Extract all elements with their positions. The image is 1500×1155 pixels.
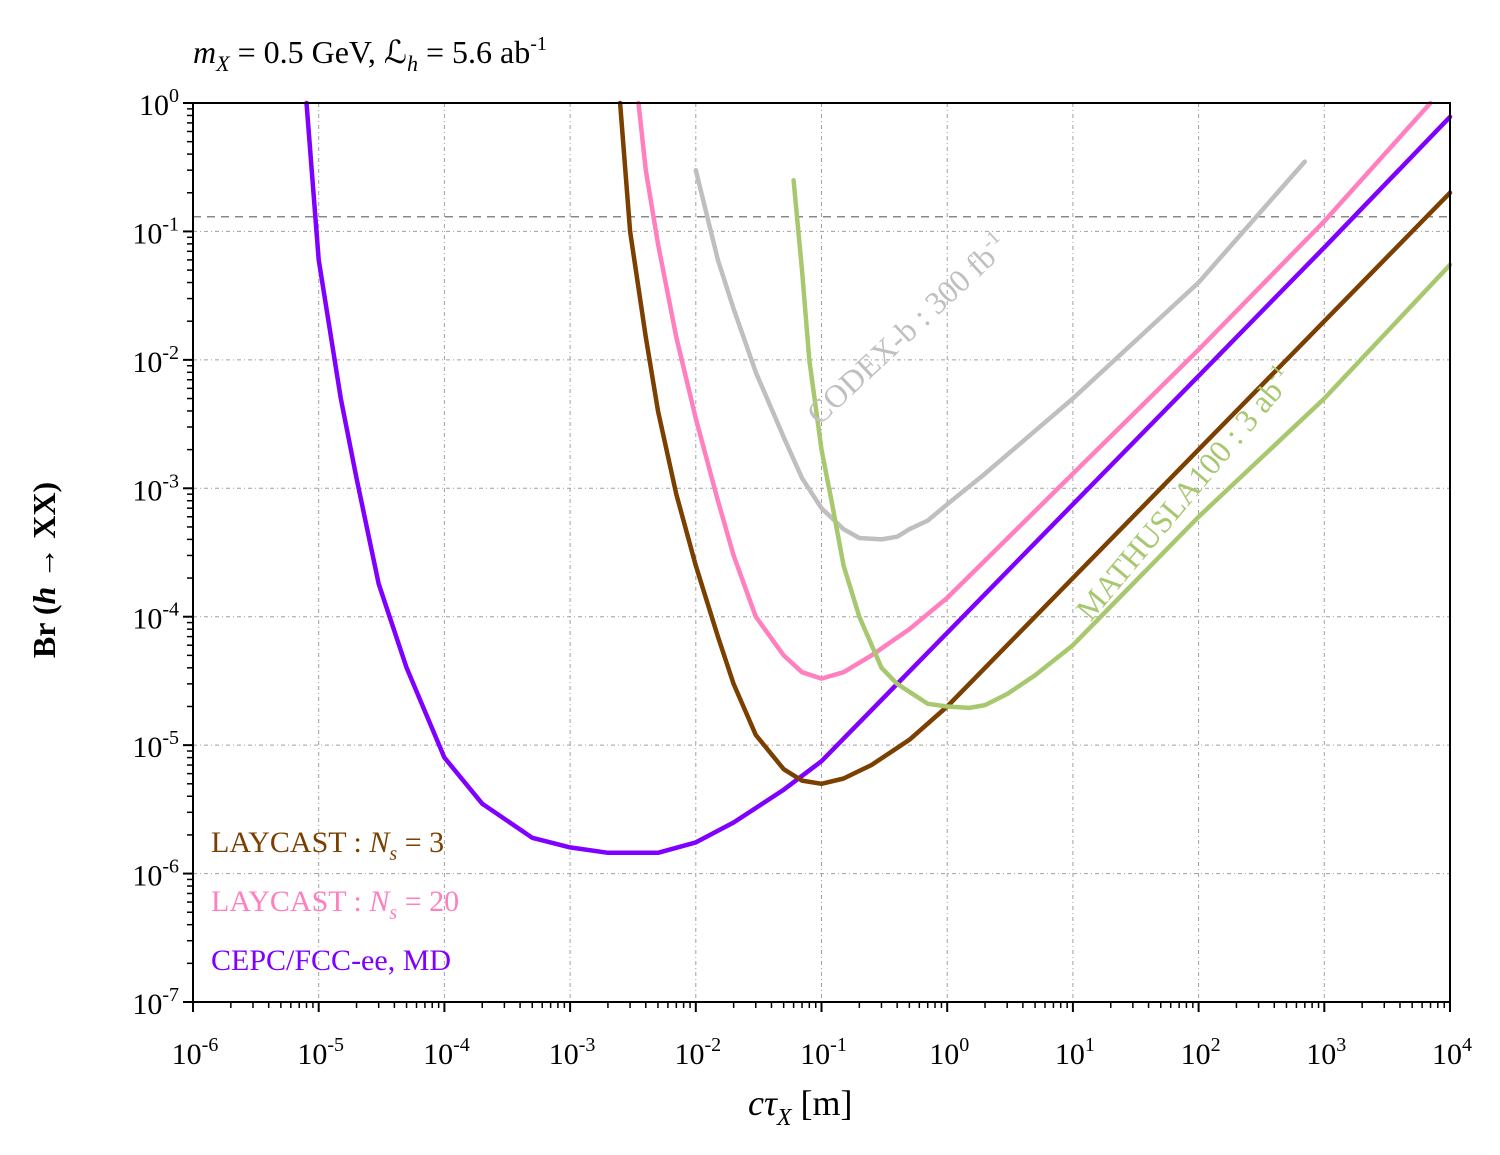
x-tick-label: 10-6 <box>172 1034 219 1071</box>
y-tick-label: 10-5 <box>132 727 179 764</box>
x-tick-label: 100 <box>929 1034 969 1071</box>
annotation-1: MATHUSLA100 : 3 ab-1 <box>1068 360 1301 627</box>
x-tick-label: 102 <box>1181 1034 1221 1071</box>
x-tick-label: 103 <box>1306 1034 1346 1071</box>
y-tick-label: 10-2 <box>132 342 179 379</box>
series-line-4 <box>791 178 1453 711</box>
y-ticks: 10-7 10-6 10-5 10-4 10-3 10-2 10-1 100 <box>132 85 193 1021</box>
y-axis-label: Br (h → XX) <box>26 482 62 658</box>
x-tick-label: 104 <box>1432 1034 1472 1071</box>
x-ticks: 10-6 10-5 10-4 10-3 10-2 10-1 100 101 102 103 104 <box>172 1002 1472 1071</box>
y-tick-label: 10-7 <box>132 984 179 1021</box>
series-line-2 <box>636 100 1433 681</box>
y-tick-label: 100 <box>139 85 179 122</box>
series-line-3 <box>693 159 1308 542</box>
y-tick-label: 10-1 <box>132 213 179 250</box>
x-axis-label: cτX [m] <box>748 1083 853 1131</box>
legend: LAYCAST : Ns = 3 LAYCAST : Ns = 20 CEPC/… <box>211 826 459 977</box>
series-line-1 <box>617 100 1453 787</box>
x-tick-label: 10-2 <box>674 1034 721 1071</box>
x-tick-label: 10-3 <box>549 1034 596 1071</box>
series-group <box>304 100 1453 856</box>
y-tick-label: 10-3 <box>132 470 179 507</box>
x-tick-label: 10-4 <box>423 1034 470 1071</box>
legend-entry-laycast-20: LAYCAST : Ns = 20 <box>211 885 459 924</box>
legend-entry-cepc: CEPC/FCC-ee, MD <box>211 944 451 977</box>
y-tick-label: 10-4 <box>132 599 179 636</box>
legend-entry-laycast-3: LAYCAST : Ns = 3 <box>211 826 444 865</box>
annotations: CODEX-b : 300 fb-1 MATHUSLA100 : 3 ab-1 <box>799 226 1301 627</box>
x-tick-label: 101 <box>1055 1034 1095 1071</box>
y-tick-label: 10-6 <box>132 856 179 893</box>
x-tick-label: 10-5 <box>297 1034 344 1071</box>
series-line-0 <box>304 100 1453 856</box>
chart-title: mX = 0.5 GeV, ℒh = 5.6 ab-1 <box>193 33 547 76</box>
annotation-0: CODEX-b : 300 fb-1 <box>799 226 1015 431</box>
x-tick-label: 10-1 <box>800 1034 847 1071</box>
grid <box>193 103 1450 1002</box>
